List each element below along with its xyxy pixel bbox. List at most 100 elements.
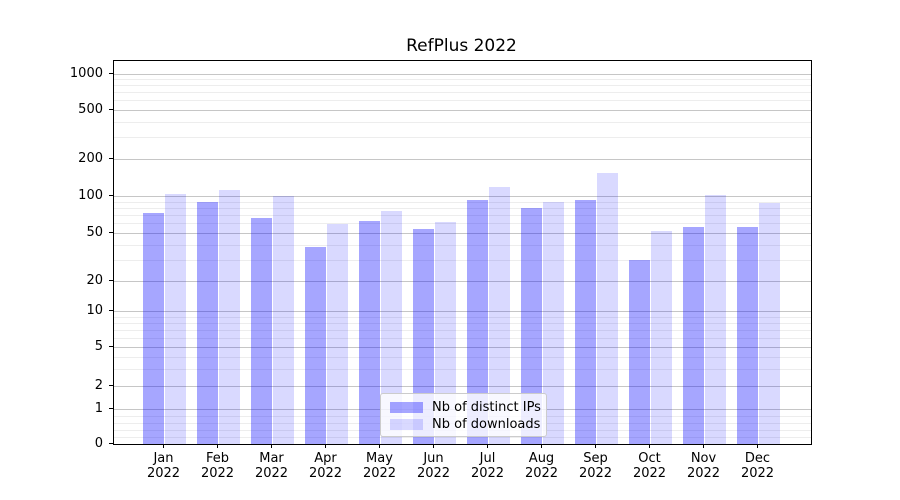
x-tick-month-mar: Mar	[259, 451, 284, 466]
gridline-minor-60	[114, 223, 811, 225]
x-tick-jan	[163, 444, 164, 448]
gridline-minor-0.2	[114, 436, 811, 438]
x-tick-year-mar: 2022	[254, 466, 289, 481]
x-tick-mar	[271, 444, 272, 448]
legend-item-distinct-ips: Nb of distinct IPs	[390, 399, 541, 416]
x-tick-may	[379, 444, 380, 448]
x-tick-month-may: May	[366, 451, 393, 466]
bar-distinct-ips-feb	[197, 202, 218, 444]
x-tick-label-jan: Jan 2022	[137, 451, 191, 481]
x-tick-month-jan: Jan	[153, 451, 174, 466]
bar-distinct-ips-oct	[629, 260, 650, 444]
x-tick-jun	[433, 444, 434, 448]
bar-distinct-ips-aug	[521, 208, 542, 444]
y-tick-5	[109, 345, 113, 347]
y-tick-label-200: 200	[78, 150, 103, 166]
legend-item-downloads: Nb of downloads	[390, 416, 541, 433]
bar-distinct-ips-jun	[413, 228, 434, 444]
gridline-minor-6	[114, 337, 811, 339]
y-tick-label-500: 500	[78, 101, 103, 117]
gridline-500	[114, 109, 811, 111]
x-tick-apr	[325, 444, 326, 448]
chart-title: RefPlus 2022	[406, 36, 517, 56]
gridline-minor-8	[114, 322, 811, 324]
gridline-minor-400	[114, 121, 811, 123]
x-tick-month-jun: Jun	[423, 451, 444, 466]
bar-distinct-ips-nov	[683, 226, 704, 444]
gridline-minor-3	[114, 368, 811, 370]
bar-downloads-feb	[219, 190, 240, 444]
y-tick-1	[109, 407, 113, 409]
x-tick-year-jan: 2022	[146, 466, 181, 481]
y-tick-500	[109, 108, 113, 110]
legend-label-downloads: Nb of downloads	[432, 417, 541, 432]
y-tick-label-2: 2	[94, 378, 103, 394]
bar-distinct-ips-mar	[251, 218, 272, 444]
gridline-minor-900	[114, 79, 811, 81]
x-tick-month-sep: Sep	[583, 451, 608, 466]
bar-downloads-sep	[597, 172, 618, 444]
gridline-20	[114, 280, 811, 282]
x-tick-year-sep: 2022	[578, 466, 613, 481]
gridline-minor-800	[114, 85, 811, 87]
x-tick-month-jul: Jul	[479, 451, 496, 466]
x-tick-year-jun: 2022	[416, 466, 451, 481]
gridline-minor-700	[114, 92, 811, 94]
x-tick-year-may: 2022	[362, 466, 397, 481]
x-tick-label-sep: Sep 2022	[569, 451, 623, 481]
y-tick-50	[109, 232, 113, 234]
bar-distinct-ips-dec	[737, 226, 758, 444]
gridline-50	[114, 233, 811, 235]
y-tick-label-10: 10	[86, 303, 103, 319]
gridline-minor-9	[114, 316, 811, 318]
x-tick-jul	[487, 444, 488, 448]
y-tick-20	[109, 279, 113, 281]
gridline-minor-80	[114, 207, 811, 209]
legend: Nb of distinct IPs Nb of downloads	[380, 393, 547, 437]
gridline-10	[114, 311, 811, 313]
y-tick-label-5: 5	[94, 338, 103, 354]
gridline-minor-7	[114, 329, 811, 331]
bar-distinct-ips-apr	[305, 246, 326, 444]
x-tick-oct	[649, 444, 650, 448]
x-tick-label-oct: Oct 2022	[623, 451, 677, 481]
bar-distinct-ips-sep	[575, 200, 596, 444]
y-tick-label-50: 50	[86, 225, 103, 241]
bar-downloads-mar	[273, 196, 294, 444]
x-tick-label-apr: Apr 2022	[299, 451, 353, 481]
x-tick-year-aug: 2022	[524, 466, 559, 481]
x-tick-year-nov: 2022	[686, 466, 721, 481]
x-tick-label-aug: Aug 2022	[515, 451, 569, 481]
gridline-200	[114, 158, 811, 160]
y-tick-200	[109, 157, 113, 159]
gridline-minor-300	[114, 137, 811, 139]
y-tick-label-1000: 1000	[69, 65, 103, 81]
bar-downloads-dec	[759, 203, 780, 444]
y-tick-label-0: 0	[94, 435, 103, 451]
x-tick-year-apr: 2022	[308, 466, 343, 481]
y-tick-label-100: 100	[78, 187, 103, 203]
y-tick-1000	[109, 72, 113, 74]
gridline-minor-40	[114, 244, 811, 246]
gridline-minor-90	[114, 201, 811, 203]
bar-downloads-apr	[327, 224, 348, 444]
x-tick-sep	[595, 444, 596, 448]
bar-distinct-ips-jan	[143, 212, 164, 444]
gridline-1000	[114, 73, 811, 75]
bar-downloads-jul	[489, 186, 510, 444]
x-tick-label-jul: Jul 2022	[461, 451, 515, 481]
y-tick-10	[109, 310, 113, 312]
x-tick-nov	[703, 444, 704, 448]
x-tick-month-nov: Nov	[690, 451, 717, 466]
x-tick-dec	[757, 444, 758, 448]
x-tick-feb	[217, 444, 218, 448]
gridline-minor-70	[114, 215, 811, 217]
x-tick-month-oct: Oct	[638, 451, 661, 466]
x-tick-year-dec: 2022	[740, 466, 775, 481]
legend-swatch-downloads	[390, 419, 423, 430]
y-tick-label-20: 20	[86, 272, 103, 288]
bar-distinct-ips-may	[359, 220, 380, 444]
x-tick-aug	[541, 444, 542, 448]
bar-downloads-jan	[165, 194, 186, 444]
